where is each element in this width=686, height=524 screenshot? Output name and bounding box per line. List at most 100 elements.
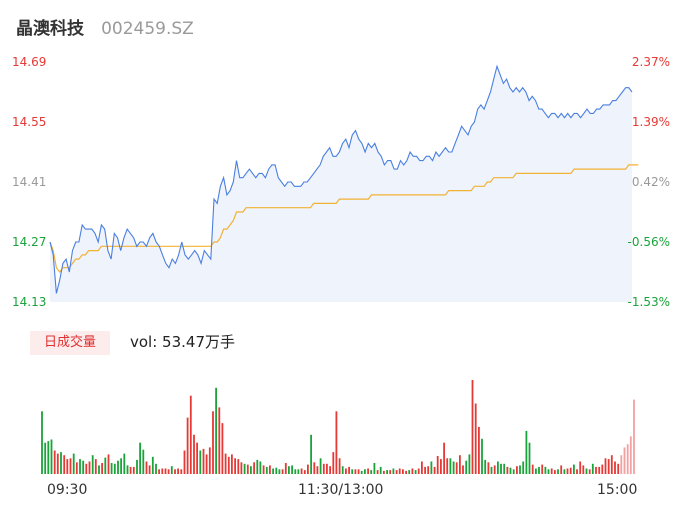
volume-bar [231,454,233,474]
volume-bar [262,465,265,474]
volume-total: vol: 53.47万手 [130,333,235,351]
volume-bar [443,442,445,474]
volume-bar [85,463,88,474]
pct-tick-label: 1.39% [631,115,670,129]
avg-price-series [49,164,639,273]
volume-bar [430,461,433,474]
volume-bar [617,463,620,474]
volume-bar [303,470,306,474]
volume-bar [110,463,113,474]
volume-bar [417,468,420,474]
volume-bar [538,466,540,474]
volume-bar [585,468,588,474]
volume-bar [376,470,379,474]
volume-bar [227,456,230,474]
volume-bar [269,465,271,474]
volume-bar [421,461,423,474]
volume-bar [145,461,148,474]
volume-bar [601,464,604,474]
volume-bar [170,466,173,474]
volume-bar [329,466,331,474]
volume-bar [405,470,407,474]
volume-bar [310,434,312,474]
volume-bar [607,459,610,474]
volume-bar [63,455,66,474]
price-tick-label: 14.27 [12,235,47,249]
pct-tick-label: 2.37% [631,55,670,69]
volume-bar [313,462,316,475]
volume-bar [101,463,103,474]
volume-bar [547,469,550,474]
volume-bar [335,411,338,474]
volume-bar [503,463,506,474]
volume-bar [69,458,72,474]
volume-bar [449,458,452,474]
volume-bar [107,454,110,474]
price-tick-label: 14.69 [12,55,47,69]
price-area [50,66,632,302]
volume-bar [468,454,471,474]
volume-bar [433,466,436,474]
volume-bar [474,403,477,474]
volume-bar [50,439,53,474]
volume-bar [250,466,252,474]
volume-bar [75,462,78,475]
volume-bar [392,468,395,474]
volume-bar [629,436,632,474]
volume-bar [402,469,404,474]
volume-bar [98,465,100,474]
volume-bar [582,465,585,474]
volume-bar [493,465,496,474]
volume-bar [354,469,357,474]
volume-bar [490,466,493,474]
volume-bar [465,460,468,474]
volume-bar [155,463,157,474]
price-area-fill [50,66,632,302]
volume-bar [291,465,293,474]
volume-bar [531,464,534,474]
volume-bar [379,466,382,474]
time-tick-midday: 11:30/13:00 [298,482,384,498]
volume-bar [41,411,43,474]
pct-tick-label: -0.56% [627,235,670,249]
volume-bar [370,470,373,474]
volume-bar [566,468,569,474]
volume-bar [79,459,81,474]
pct-tick-label: -1.53% [627,295,670,309]
volume-bar [180,469,183,474]
volume-bar [519,465,521,474]
volume-bar [414,470,417,474]
volume-bar [281,469,284,474]
volume-bar [272,468,274,474]
volume-bar [569,467,572,474]
volume-bar [275,467,278,474]
volume-bar [436,456,439,474]
volume-bar [44,442,47,474]
volume-bar [373,463,376,474]
volume-bar [345,468,347,474]
volume-bar [300,468,303,474]
volume-bar [338,458,341,474]
volume-bar [104,457,107,474]
volume-bar [424,466,426,474]
volume-bar [497,461,499,474]
volume-bar [208,447,211,474]
volume-bar [386,470,388,474]
volume-bar [139,442,141,474]
time-tick-open: 09:30 [47,482,88,498]
volume-bar [94,459,97,474]
price-tick-label: 14.41 [12,175,47,189]
volume-bar [120,458,122,474]
volume-bar [322,463,325,474]
volume-bar [297,469,300,474]
volume-bar [186,417,189,474]
volume-bar [136,459,138,474]
volume-bar [307,464,309,474]
volume-bar [193,434,195,474]
volume-bar [288,466,290,474]
volume-bar [367,468,369,474]
volume-bar [478,427,480,474]
volume-bar [626,444,629,474]
volume-bar [189,395,192,474]
volume-bar [243,463,246,474]
